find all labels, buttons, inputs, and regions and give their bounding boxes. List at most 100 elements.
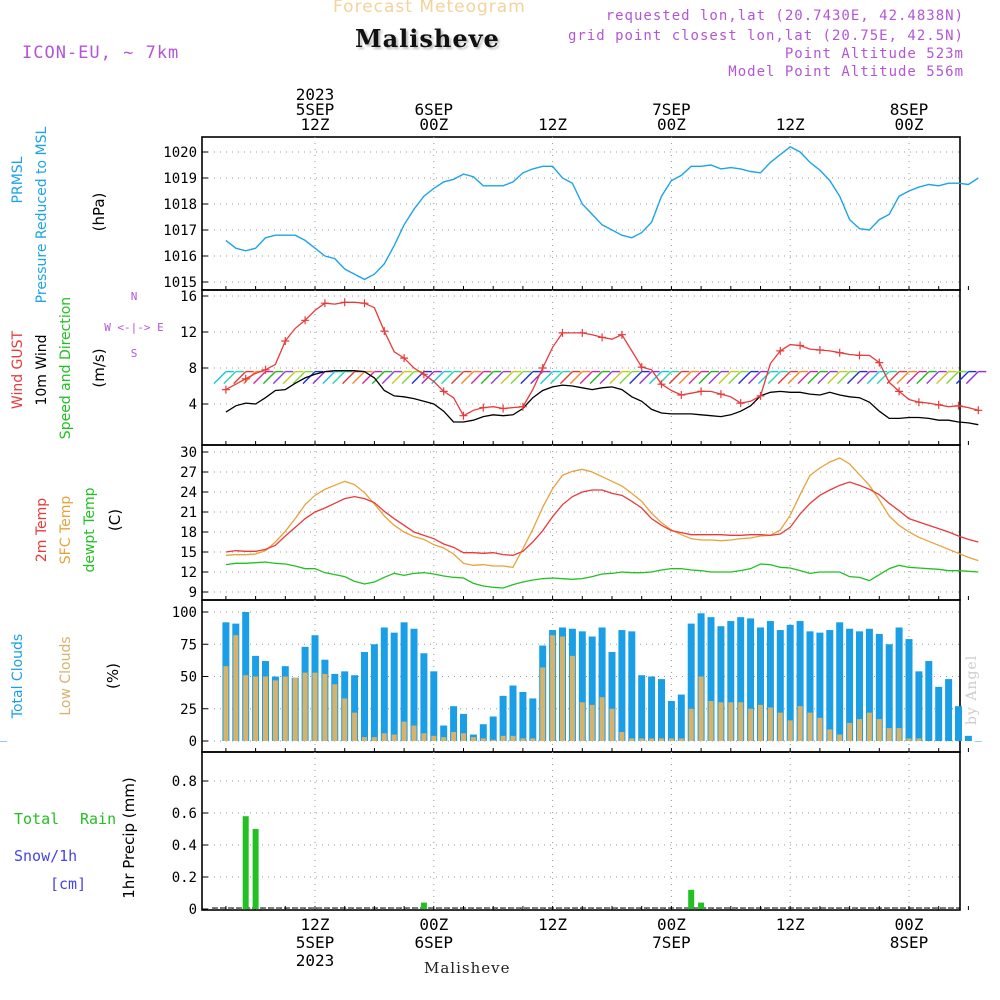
compass-north: N	[131, 290, 138, 303]
wind-direction-arrow	[352, 371, 365, 385]
low-cloud-bar	[668, 738, 674, 741]
wind-direction-arrow	[262, 371, 276, 385]
total-cloud-bar	[865, 628, 873, 741]
low-cloud-bar	[569, 655, 575, 741]
low-cloud-bar	[748, 708, 754, 741]
top-time-label: 8SEP	[890, 100, 929, 119]
wind-direction-arrow	[926, 371, 940, 385]
wind-direction-arrow	[847, 371, 860, 385]
low-cloud-bar	[579, 702, 585, 741]
low-cloud-bar	[292, 677, 298, 741]
station-name: Malisheve	[355, 24, 500, 53]
total-cloud-bar	[361, 651, 368, 741]
wind-direction-arrow	[609, 371, 623, 385]
total-cloud-bar	[717, 626, 725, 741]
top-time-label: 5SEP	[296, 100, 335, 119]
low-cloud-bar	[272, 680, 278, 741]
low-cloud-bar	[886, 728, 892, 741]
ytick-label-clouds: 100	[172, 605, 197, 621]
total-cloud-bar	[588, 636, 596, 741]
wind-direction-arrow	[946, 371, 959, 385]
total-clouds-label: Total Clouds	[10, 634, 26, 719]
total-cloud-bar	[648, 676, 656, 741]
total-cloud-bar	[578, 631, 586, 741]
wind-direction-arrow	[233, 371, 247, 385]
total-cloud-bar	[776, 630, 784, 741]
total-cloud-bar	[816, 632, 824, 741]
wind-direction-arrow	[371, 371, 385, 385]
grid-point-coordinates: grid point closest lon,lat (20.75E, 42.5…	[567, 28, 964, 44]
total-cloud-bar	[895, 627, 903, 741]
wind-direction-arrow	[955, 371, 969, 385]
wind-direction-arrow	[599, 371, 613, 385]
top-time-label: 6SEP	[415, 100, 454, 119]
ytick-label-clouds: 0	[189, 734, 197, 750]
bottom-time-label: 2023	[296, 951, 335, 970]
low-cloud-bar	[461, 733, 466, 741]
wind-direction-arrow	[817, 371, 831, 385]
ytick-label-clouds: 50	[180, 670, 197, 686]
wind-gust-marker	[974, 406, 983, 415]
low-cloud-bar	[520, 738, 526, 741]
total-cloud-bar	[0, 741, 7, 742]
wind-gust-marker	[776, 346, 785, 355]
total-cloud-bar	[390, 632, 398, 741]
wind-direction-arrow	[292, 371, 306, 385]
wind-direction-arrow	[757, 371, 771, 385]
wind-direction-arrow	[728, 371, 742, 385]
low-cloud-bar	[619, 731, 625, 741]
low-cloud-bar	[807, 712, 813, 741]
wind-direction-arrow	[807, 371, 821, 385]
wind-unit-label: (m/s)	[90, 348, 108, 387]
bottom-time-label: 5SEP	[296, 933, 335, 952]
wind-direction-arrow	[629, 371, 643, 385]
bottom-time-label: 6SEP	[415, 933, 454, 952]
total-cloud-bar	[727, 621, 735, 741]
clouds-unit-label: (%)	[104, 663, 122, 689]
wind-10m-label: 10m Wind	[34, 334, 50, 405]
low-cloud-bar	[718, 702, 724, 741]
wind-gust-marker	[895, 387, 904, 396]
bottom-time-label: 00Z	[419, 915, 448, 934]
wind-gust-marker	[716, 390, 725, 399]
total-cloud-bar	[856, 631, 863, 741]
wind-gust-marker	[697, 387, 706, 396]
ytick-label-temperature: 12	[180, 565, 197, 581]
low-cloud-bar	[312, 672, 318, 741]
total-cloud-bar	[964, 735, 972, 741]
wind-gust-marker	[815, 346, 824, 354]
total-cloud-bar	[757, 627, 764, 741]
ytick-label-wind: 4	[189, 397, 197, 413]
ytick-label-temperature: 15	[180, 545, 197, 561]
wind-gust-marker	[538, 364, 547, 372]
temp-2m-label: 2m Temp	[34, 498, 50, 562]
total-cloud-bar	[806, 631, 814, 741]
rain-bar	[242, 816, 249, 909]
total-cloud-bar	[529, 698, 537, 741]
precip-total-label: Total	[14, 810, 59, 828]
rain-bar	[420, 902, 427, 909]
wind-gust-line	[225, 301, 979, 417]
wind-gust-marker	[657, 380, 666, 389]
wind-direction-arrow	[837, 371, 851, 385]
wind-gust-marker	[855, 351, 864, 360]
wind-direction-arrow	[361, 371, 375, 385]
low-cloud-bar	[530, 738, 536, 741]
wind-gust-marker	[419, 370, 428, 379]
wind-gust-marker	[499, 404, 508, 413]
wind-gust-marker	[756, 391, 765, 400]
low-cloud-bar	[282, 676, 288, 741]
wind-gust-marker	[558, 328, 567, 337]
ytick-label-wind: 12	[180, 325, 197, 341]
top-time-label: 00Z	[895, 115, 924, 134]
wind-direction-arrow	[451, 371, 464, 385]
bottom-time-label: 00Z	[895, 915, 924, 934]
low-clouds-label: Low Clouds	[58, 636, 74, 715]
total-cloud-bar	[479, 724, 487, 741]
wind-gust-marker	[518, 402, 527, 411]
wind-direction-arrow	[698, 371, 712, 385]
wind-direction-arrow	[678, 371, 692, 385]
wind-direction-arrow	[708, 371, 722, 385]
total-cloud-bar	[846, 628, 854, 741]
low-cloud-bar	[540, 667, 546, 741]
